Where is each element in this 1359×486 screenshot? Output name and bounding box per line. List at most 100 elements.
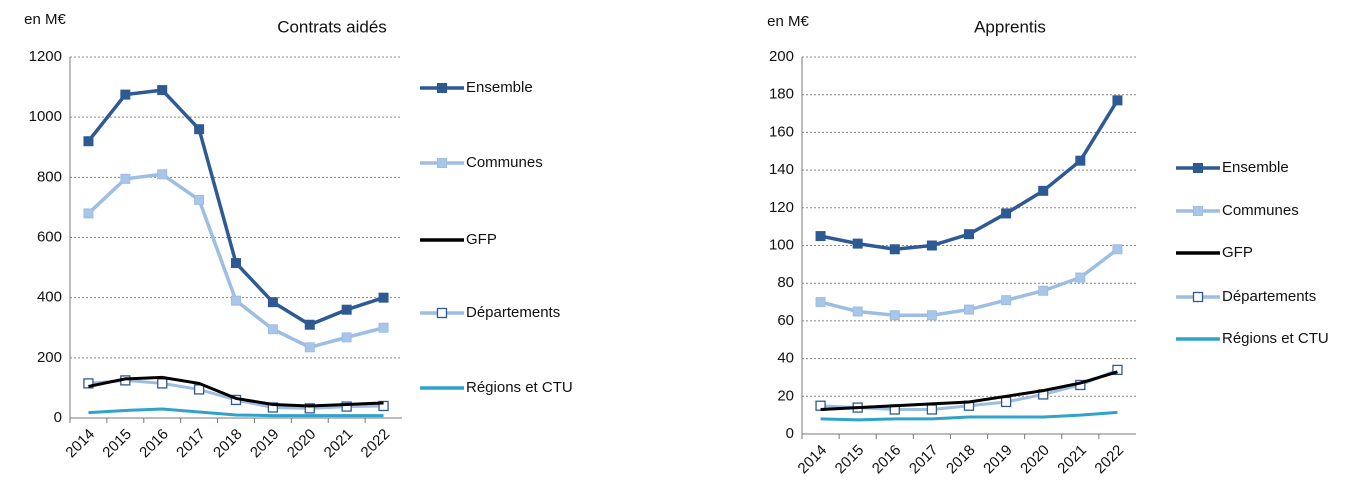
y-tick-label: 200 [37,349,62,366]
marker [889,244,900,255]
x-tick-label: 2014 [62,426,98,462]
marker [1001,208,1012,219]
x-tick-label: 2017 [173,426,209,462]
marker [304,342,315,353]
marker [83,378,94,389]
legend-label: Départements [466,304,560,321]
x-tick-label: 2019 [247,426,283,462]
y-tick-label: 160 [769,123,794,140]
x-tick-label: 2022 [358,426,394,462]
series-line [820,99,1119,252]
legend-label: Communes [466,154,543,171]
marker [1112,244,1123,255]
marker [1193,163,1203,173]
y-tick-label: 20 [777,387,794,404]
legend-label: Ensemble [466,79,533,96]
marker [83,208,94,219]
marker [437,158,447,168]
x-tick-label: 2020 [1017,442,1053,478]
marker [1000,396,1012,408]
x-tick-label: 2015 [99,426,135,462]
chart-title: Apprentis [974,17,1046,36]
marker [1192,291,1204,303]
marker [815,400,826,411]
series-line [88,375,384,408]
x-tick-label: 2019 [980,442,1016,478]
y-axis-label: en M€ [24,11,66,28]
y-tick-label: 180 [769,86,794,103]
series-line [88,407,384,418]
x-tick-label: 2022 [1091,442,1127,478]
y-tick-label: 120 [769,199,794,216]
series-line [820,370,1118,411]
legend-label: Régions et CTU [1222,330,1329,347]
marker [926,310,937,321]
marker [1075,155,1086,166]
x-tick-label: 2017 [906,442,942,478]
marker [231,295,241,306]
marker [437,83,447,93]
series-line [87,88,385,327]
legend-label: Communes [1222,202,1299,219]
series-line [820,410,1118,422]
x-tick-label: 2015 [832,442,868,478]
marker [83,136,94,147]
y-tick-label: 600 [37,228,62,245]
marker [341,401,352,412]
marker [231,258,241,269]
y-tick-label: 60 [777,312,794,329]
legend-label: GFP [466,231,497,248]
x-tick-label: 2016 [136,426,172,462]
marker [852,306,863,317]
legend-label: GFP [1222,244,1253,261]
x-tick-label: 2018 [943,442,979,478]
marker [1038,285,1049,296]
x-tick-label: 2021 [1054,442,1090,478]
marker [378,400,389,412]
marker [157,85,168,96]
y-tick-label: 140 [769,161,794,178]
y-tick-label: 0 [786,425,794,442]
marker [1075,272,1086,283]
y-tick-label: 800 [37,168,62,185]
marker [1112,364,1123,376]
marker [267,297,278,308]
marker [378,292,389,303]
x-tick-label: 2018 [210,426,246,462]
x-tick-label: 2014 [795,442,831,478]
marker [889,310,900,321]
marker [341,304,352,315]
marker [1001,295,1012,306]
y-tick-label: 1200 [29,48,62,65]
marker [926,240,937,251]
y-tick-label: 1000 [29,108,62,125]
y-tick-label: 200 [769,48,794,65]
marker [964,229,974,240]
marker [1193,206,1203,216]
x-tick-label: 2021 [321,426,357,462]
chart-title: Contrats aidés [277,17,387,36]
y-tick-label: 100 [769,236,794,253]
x-tick-label: 2016 [869,442,905,478]
marker [194,124,205,135]
y-tick-label: 400 [37,289,62,306]
marker [267,324,278,335]
legend-label: Régions et CTU [466,379,573,396]
marker [194,194,205,205]
marker [120,89,131,100]
marker [815,297,826,308]
marker [436,307,448,319]
marker [1112,95,1123,106]
marker [304,403,315,414]
marker [964,304,974,315]
marker [852,238,863,249]
legend-label: Ensemble [1222,159,1289,176]
legend-label: Départements [1222,288,1316,305]
marker [120,173,131,184]
y-axis-label: en M€ [767,13,809,30]
marker [815,231,826,242]
marker [304,319,315,330]
marker [157,378,168,389]
marker [378,322,389,333]
x-tick-label: 2020 [284,426,320,462]
